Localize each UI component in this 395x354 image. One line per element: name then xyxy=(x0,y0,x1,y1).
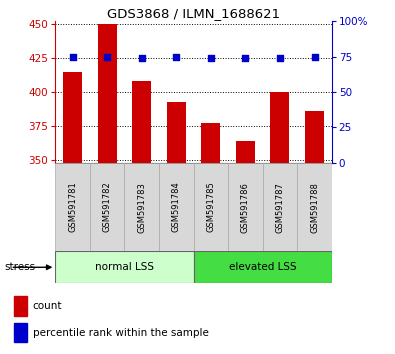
FancyBboxPatch shape xyxy=(194,163,228,251)
Point xyxy=(70,54,76,59)
Point xyxy=(139,55,145,61)
Bar xyxy=(271,92,290,354)
Point xyxy=(208,55,214,61)
FancyBboxPatch shape xyxy=(55,163,90,251)
Point xyxy=(104,54,110,59)
Point xyxy=(173,54,179,59)
FancyBboxPatch shape xyxy=(55,251,194,283)
Text: stress: stress xyxy=(4,262,35,272)
Text: GSM591785: GSM591785 xyxy=(206,182,215,233)
Bar xyxy=(236,141,255,354)
Text: GSM591781: GSM591781 xyxy=(68,182,77,233)
Bar xyxy=(305,111,324,354)
Bar xyxy=(98,24,117,354)
Bar xyxy=(13,322,27,342)
FancyBboxPatch shape xyxy=(297,163,332,251)
Text: GSM591788: GSM591788 xyxy=(310,182,319,233)
Text: GSM591786: GSM591786 xyxy=(241,182,250,233)
Bar xyxy=(13,296,27,316)
FancyBboxPatch shape xyxy=(124,163,159,251)
Point xyxy=(242,55,248,61)
Text: GSM591782: GSM591782 xyxy=(103,182,112,233)
Text: GSM591783: GSM591783 xyxy=(137,182,146,233)
Text: percentile rank within the sample: percentile rank within the sample xyxy=(32,328,209,338)
Bar xyxy=(63,72,82,354)
Text: elevated LSS: elevated LSS xyxy=(229,262,297,272)
Point xyxy=(311,54,318,59)
FancyBboxPatch shape xyxy=(263,163,297,251)
FancyBboxPatch shape xyxy=(228,163,263,251)
Bar xyxy=(167,102,186,354)
Text: count: count xyxy=(32,301,62,311)
Bar xyxy=(201,123,220,354)
Title: GDS3868 / ILMN_1688621: GDS3868 / ILMN_1688621 xyxy=(107,7,280,20)
Text: GSM591784: GSM591784 xyxy=(172,182,181,233)
FancyBboxPatch shape xyxy=(90,163,124,251)
Text: GSM591787: GSM591787 xyxy=(275,182,284,233)
FancyBboxPatch shape xyxy=(194,251,332,283)
Text: normal LSS: normal LSS xyxy=(95,262,154,272)
FancyBboxPatch shape xyxy=(159,163,194,251)
Point xyxy=(277,55,283,61)
Bar xyxy=(132,81,151,354)
